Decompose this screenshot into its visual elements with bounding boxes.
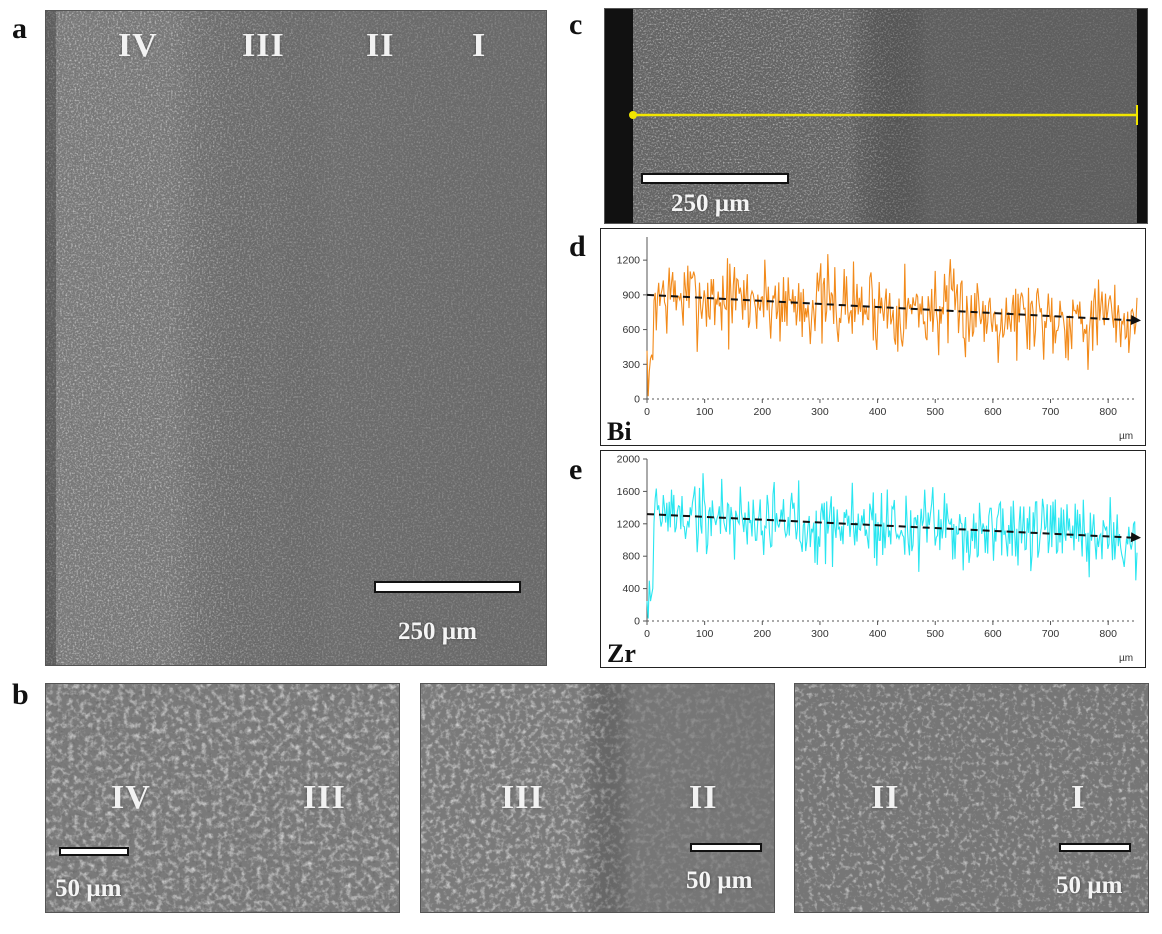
x-tick-label: 500 [926,628,944,640]
x-unit-label: µm [1119,653,1134,664]
panel-letter-d: d [569,230,586,263]
sem-image-b2: III II 50 µm [420,683,775,913]
y-tick-label: 900 [622,289,640,301]
series-line-zr [646,473,1138,619]
x-tick-label: 0 [644,406,650,418]
panel-letter-b: b [12,678,29,711]
sem-texture [46,11,546,665]
sem-texture [421,684,774,912]
x-tick-label: 100 [696,406,714,418]
y-tick-label: 1600 [617,486,641,498]
y-tick-label: 2000 [617,454,641,466]
trend-line [646,513,1132,539]
region-label-iv: IV [118,27,158,64]
sem-image-b3: II I 50 µm [794,683,1149,913]
region-label-ii: II [366,27,395,64]
panel-letter-a: a [12,12,27,45]
x-tick-label: 200 [754,406,772,418]
x-unit-label: µm [1119,431,1134,442]
region-label-left: II [871,779,900,816]
element-label-bi: Bi [607,417,632,446]
region-label-left: III [501,779,544,816]
y-tick-label: 600 [622,324,640,336]
x-tick-label: 700 [1042,406,1060,418]
x-tick-label: 400 [869,628,887,640]
region-label-i: I [472,27,487,64]
scale-bar-label: 50 µm [55,875,122,902]
y-tick-label: 1200 [617,518,641,530]
region-label-iii: III [242,27,285,64]
element-label-zr: Zr [607,639,636,668]
chart-zr-profile: 0 400 800 1200 1600 2000 0 100 200 300 400 500 600 70… [600,450,1146,668]
scale-bar-label: 50 µm [1056,872,1123,899]
sem-image-b1: IV III 50 µm [45,683,400,913]
scale-bar [59,847,129,856]
y-tick-label: 800 [622,551,640,563]
trend-line [646,293,1132,322]
y-tick-label: 1200 [617,255,641,267]
y-tick-label: 0 [634,616,640,628]
scale-bar [641,173,789,184]
scale-bar-label: 50 µm [686,867,753,894]
sem-texture [46,684,399,912]
y-tick-label: 300 [622,359,640,371]
panel-letter-e: e [569,453,583,486]
chart-bi-profile: 0 300 600 900 1200 0 100 200 300 400 500 600 700 800 … [600,228,1146,446]
chart-bi-svg: 0 300 600 900 1200 0 100 200 300 400 500 600 700 800 [617,237,1141,418]
line-scan-path [629,105,1138,125]
trend-arrowhead [1130,532,1141,543]
x-tick-label: 500 [926,406,944,418]
sem-texture [795,684,1148,912]
scale-bar-label: 250 µm [398,618,477,645]
x-tick-label: 300 [811,628,829,640]
x-tick-label: 700 [1042,628,1060,640]
x-tick-label: 600 [984,406,1002,418]
region-label-right: I [1071,779,1086,816]
trend-arrowhead [1130,315,1141,325]
x-tick-label: 300 [811,406,829,418]
panel-letter-c: c [569,8,583,41]
sem-image-panel-c: 250 µm [604,8,1148,224]
series-line-bi [646,254,1138,397]
x-tick-label: 0 [644,628,650,640]
x-tick-label: 800 [1099,628,1117,640]
x-tick-label: 400 [869,406,887,418]
region-label-right: III [303,779,346,816]
y-tick-label: 400 [622,583,640,595]
x-tick-label: 100 [696,628,714,640]
scale-bar [690,843,762,852]
region-label-right: II [689,779,718,816]
x-tick-label: 800 [1099,406,1117,418]
x-tick-label: 200 [754,628,772,640]
chart-zr-svg: 0 400 800 1200 1600 2000 0 100 200 300 400 500 600 70… [617,454,1141,640]
scale-bar-label: 250 µm [671,190,750,217]
sem-image-panel-a: IV III II I 250 µm [45,10,547,666]
scale-bar [1059,843,1131,852]
region-label-left: IV [111,779,151,816]
scale-bar [374,581,521,593]
y-tick-label: 0 [634,394,640,406]
x-tick-label: 600 [984,628,1002,640]
